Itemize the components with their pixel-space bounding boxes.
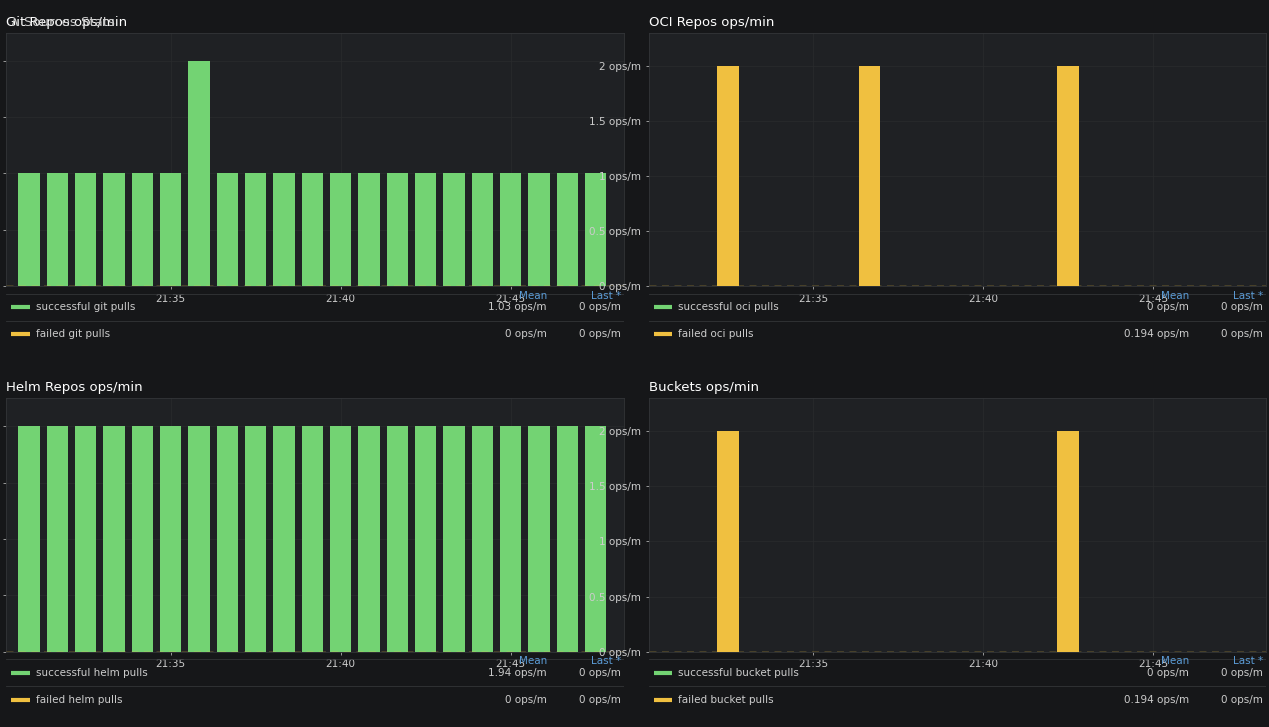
Bar (273, 427, 294, 651)
Text: Last *: Last * (591, 291, 621, 300)
Bar (47, 427, 69, 651)
Bar (18, 427, 39, 651)
Text: 0 ops/m: 0 ops/m (1222, 668, 1264, 678)
Bar (528, 174, 549, 286)
Bar (103, 174, 124, 286)
Bar (415, 427, 437, 651)
Text: 0 ops/m: 0 ops/m (1147, 302, 1189, 313)
Bar (188, 427, 209, 651)
Bar (717, 65, 739, 286)
Text: 1.03 ops/m: 1.03 ops/m (489, 302, 547, 313)
Text: 0 ops/m: 0 ops/m (1222, 329, 1264, 340)
Text: failed oci pulls: failed oci pulls (679, 329, 754, 340)
Text: 1.94 ops/m: 1.94 ops/m (489, 668, 547, 678)
Text: successful helm pulls: successful helm pulls (36, 668, 147, 678)
Text: successful bucket pulls: successful bucket pulls (679, 668, 799, 678)
Text: 0 ops/m: 0 ops/m (579, 695, 621, 705)
Text: 0 ops/m: 0 ops/m (579, 668, 621, 678)
Bar (585, 174, 607, 286)
Text: 0 ops/m: 0 ops/m (505, 695, 547, 705)
Bar (302, 427, 324, 651)
Bar (132, 174, 154, 286)
Text: 0 ops/m: 0 ops/m (1222, 302, 1264, 313)
Bar (557, 174, 577, 286)
Text: 0 ops/m: 0 ops/m (579, 302, 621, 313)
Text: successful git pulls: successful git pulls (36, 302, 136, 313)
Text: 0 ops/m: 0 ops/m (1222, 695, 1264, 705)
Bar (1057, 65, 1079, 286)
Bar (160, 427, 181, 651)
Text: ∧ Sources Stats: ∧ Sources Stats (10, 16, 115, 29)
Bar (245, 427, 266, 651)
Bar (75, 427, 96, 651)
Bar (472, 174, 492, 286)
Bar (557, 427, 577, 651)
Text: Helm Repos ops/min: Helm Repos ops/min (6, 381, 143, 394)
Bar (47, 174, 69, 286)
Bar (132, 427, 154, 651)
Bar (330, 427, 352, 651)
Text: successful oci pulls: successful oci pulls (679, 302, 779, 313)
Text: Last *: Last * (1233, 291, 1264, 300)
Bar (217, 427, 239, 651)
Bar (528, 427, 549, 651)
Text: 0.194 ops/m: 0.194 ops/m (1124, 695, 1189, 705)
Text: failed git pulls: failed git pulls (36, 329, 110, 340)
Text: Last *: Last * (1233, 656, 1264, 666)
Text: Buckets ops/min: Buckets ops/min (648, 381, 759, 394)
Bar (18, 174, 39, 286)
Bar (500, 427, 522, 651)
Text: 0 ops/m: 0 ops/m (579, 329, 621, 340)
Text: Last *: Last * (591, 656, 621, 666)
Bar (859, 65, 881, 286)
Bar (188, 61, 209, 286)
Text: failed bucket pulls: failed bucket pulls (679, 695, 774, 705)
Text: Mean: Mean (1161, 656, 1189, 666)
Bar (585, 427, 607, 651)
Bar (245, 174, 266, 286)
Bar (217, 174, 239, 286)
Text: Mean: Mean (1161, 291, 1189, 300)
Text: Mean: Mean (519, 291, 547, 300)
Bar (443, 427, 464, 651)
Bar (472, 427, 492, 651)
Bar (103, 427, 124, 651)
Bar (415, 174, 437, 286)
Bar (273, 174, 294, 286)
Text: 0.194 ops/m: 0.194 ops/m (1124, 329, 1189, 340)
Bar (358, 427, 379, 651)
Text: 0 ops/m: 0 ops/m (1147, 668, 1189, 678)
Text: failed helm pulls: failed helm pulls (36, 695, 123, 705)
Text: Mean: Mean (519, 656, 547, 666)
Bar (500, 174, 522, 286)
Bar (160, 174, 181, 286)
Bar (387, 427, 409, 651)
Bar (717, 431, 739, 651)
Text: 0 ops/m: 0 ops/m (505, 329, 547, 340)
Bar (387, 174, 409, 286)
Text: Git Repos ops/min: Git Repos ops/min (6, 16, 127, 29)
Bar (358, 174, 379, 286)
Bar (302, 174, 324, 286)
Bar (330, 174, 352, 286)
Text: OCI Repos ops/min: OCI Repos ops/min (648, 16, 774, 29)
Bar (1057, 431, 1079, 651)
Bar (443, 174, 464, 286)
Bar (75, 174, 96, 286)
